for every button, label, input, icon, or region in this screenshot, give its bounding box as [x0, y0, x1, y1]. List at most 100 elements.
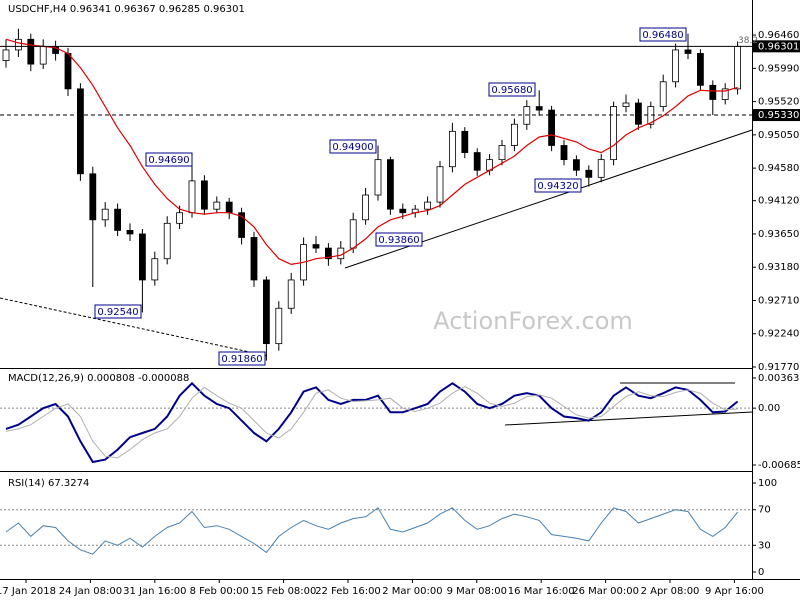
candle-body [659, 81, 667, 107]
x-tick-label: 22 Feb 16:00 [315, 586, 381, 597]
annotation-label: 0.91860 [221, 354, 262, 365]
candle-body [200, 180, 208, 210]
y-tick-label: 0.93650 [758, 229, 799, 240]
y-tick-label: 0.95050 [758, 130, 799, 141]
price-label-box [753, 109, 800, 122]
x-tick-label: 24 Jan 08:00 [59, 586, 122, 597]
trend-line [0, 297, 269, 357]
candle-body [89, 173, 97, 221]
candle-body [461, 130, 469, 153]
candle-body [14, 38, 22, 51]
x-tick-label: 9 Mar 08:00 [447, 586, 507, 597]
candle-body [188, 180, 196, 214]
y-tick-label: 100 [758, 478, 777, 489]
candle-body [684, 49, 692, 54]
y-tick-label: 0.95990 [758, 63, 799, 74]
candle-body [399, 208, 407, 214]
y-tick-label: 0 [758, 567, 764, 578]
candle-body [510, 123, 518, 146]
candle-body [622, 102, 630, 107]
x-tick-label: 16 Mar 16:00 [508, 586, 575, 597]
candle-body [176, 212, 184, 224]
series-line [5, 38, 738, 266]
y-tick-label: 0.94580 [758, 163, 799, 174]
candle-body [250, 237, 258, 281]
candle-body [585, 169, 593, 178]
trend-line [504, 411, 753, 426]
candle-body [27, 38, 35, 65]
candle-body [386, 159, 394, 210]
candle-body [126, 230, 134, 235]
candle-body [151, 258, 159, 281]
annotation-box [375, 232, 423, 247]
annotation-label: 0.92540 [97, 307, 138, 318]
x-tick-label: 9 Apr 16:00 [705, 586, 764, 597]
price-label: 0.95330 [758, 110, 799, 121]
candle-body [349, 219, 357, 249]
series-line [5, 381, 739, 464]
x-tick-label: 2 Apr 08:00 [641, 586, 700, 597]
candle-body [2, 49, 10, 61]
candle-body [287, 279, 295, 309]
x-tick-label: 15 Feb 08:00 [251, 586, 317, 597]
candle-body [597, 159, 605, 178]
y-tick-label: -0.006856 [758, 460, 800, 471]
annotation-label: 0.94690 [148, 155, 189, 166]
candle-body [448, 130, 456, 168]
candle-body [312, 244, 320, 249]
candle-body [114, 208, 121, 231]
candle-body [535, 106, 543, 111]
annotation-box [94, 304, 142, 319]
watermark: ActionForex.com [433, 307, 633, 335]
annotation-box [145, 152, 193, 167]
annotation-box [639, 27, 687, 42]
candle-body [697, 53, 704, 86]
candle-body [548, 109, 555, 146]
y-tick-label: 0.92240 [758, 329, 799, 340]
rsi-title: RSI(14) 67.3274 [8, 478, 89, 489]
annotation-label: 0.93860 [378, 235, 419, 246]
price-label: 0.96301 [758, 41, 799, 52]
x-tick-label: 2 Mar 00:00 [382, 586, 442, 597]
candle-body [275, 307, 283, 345]
candle-body [138, 233, 146, 281]
x-tick-label: 8 Feb 00:00 [190, 586, 249, 597]
annotation-label: 0.95680 [491, 85, 532, 96]
annotation-label: 0.94320 [537, 181, 578, 192]
candle-body [473, 152, 481, 171]
y-tick-label: 0.95520 [758, 97, 799, 108]
candle-body [64, 53, 72, 90]
y-tick-label: 0.003638 [758, 373, 800, 384]
annotation-label: 0.96480 [642, 30, 683, 41]
candle-body [163, 222, 171, 260]
candle-body [635, 102, 642, 125]
candle-body [213, 201, 221, 210]
annotation-box [329, 139, 377, 154]
candle-body [262, 279, 270, 345]
y-tick-label: 0.92710 [758, 295, 799, 306]
macd-title: MACD(12,26,9) 0.000808 -0.000088 [8, 373, 189, 384]
chart-title: USDCHF,H4 0.96341 0.96367 0.96285 0.9630… [8, 4, 245, 15]
y-tick-label: 0.00 [758, 403, 780, 414]
annotation-label: 0.94900 [332, 142, 373, 153]
price-label-box [753, 40, 800, 53]
annotation-box [218, 351, 266, 366]
candle-body [39, 46, 47, 65]
candle-body [101, 208, 109, 221]
x-tick-label: 26 Mar 00:00 [572, 586, 639, 597]
x-tick-label: 17 Jan 2018 [0, 586, 56, 597]
candle-body [672, 49, 679, 83]
fib-label: 38.2 [738, 36, 758, 46]
candle-body [324, 247, 332, 260]
x-tick-label: 31 Jan 16:00 [123, 586, 186, 597]
candle-body [77, 88, 84, 175]
y-tick-label: 0.94120 [758, 196, 799, 207]
candle-body [424, 201, 432, 210]
y-tick-label: 0.93180 [758, 262, 799, 273]
candle-body [573, 159, 580, 171]
candle-body [436, 166, 444, 203]
candle-body [498, 145, 506, 161]
candle-body [721, 88, 729, 100]
